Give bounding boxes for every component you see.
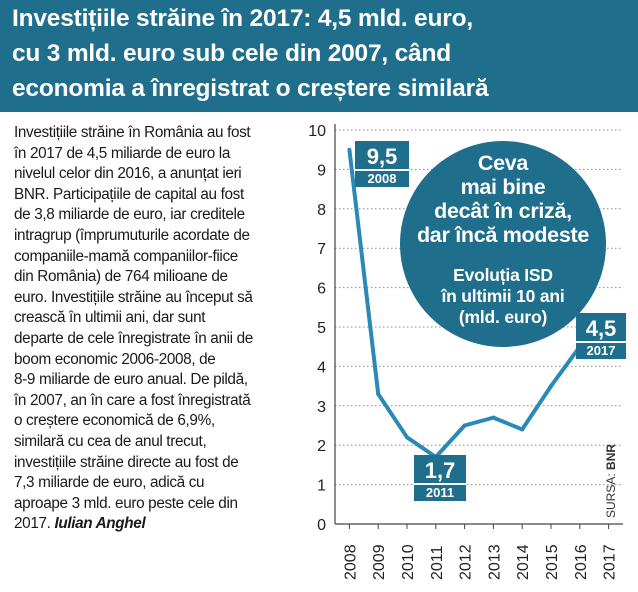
x-tick-label: 2011 [429,545,446,580]
x-tick-label: 2012 [458,544,475,580]
x-tick-label: 2017 [602,544,619,580]
callout-title-line: dar încă modeste [416,223,590,247]
annotation-2017: 4,5 2017 [576,313,626,359]
headline-line-1: Investițiile străine în 2017: 4,5 mld. e… [12,5,473,32]
headline-line-2: cu 3 mld. euro sub cele din 2007, când [12,40,451,67]
y-tick-label: 1 [317,478,326,495]
x-tick-label: 2015 [544,544,561,580]
x-axis-ticks: 2008 2009 2010 2011 2012 2013 2014 2015 2016 2017 [342,524,619,580]
article-line: departe de cele înregistrate în anii de [14,329,253,347]
x-tick-label: 2008 [342,544,359,580]
callout-subtitle: Evoluția ISD în ultimii 10 ani (mld. eur… [400,265,606,328]
y-tick-label: 9 [317,162,326,179]
article-line: euro. Investițiile străine au început să [14,288,253,306]
callout-title: Ceva mai bine decât în criză, dar încă m… [400,151,606,247]
y-tick-label: 8 [317,202,326,219]
data-point [347,147,352,152]
article-line: în 2017 de 4,5 miliarde de euro la [14,144,231,162]
article-line: intragrup (împrumuturile acordate de [14,226,250,244]
y-tick-label: 0 [317,517,326,534]
callout-circle: Ceva mai bine decât în criză, dar încă m… [400,141,606,347]
article-last-line: 2017. Iulian Anghel [14,514,304,535]
article-line: Investițiile străine în România au fost [14,124,251,141]
article-line: aproape 3 mld. euro peste cele din [14,494,238,512]
data-point [405,435,409,440]
article-line: 8-9 miliarde de euro anual. De pildă, [14,371,248,389]
source-credit: SURSA: BNR [604,444,620,518]
annotation-value: 1,7 [424,458,456,483]
callout-title-line: Ceva [477,151,529,175]
callout-title-line: decât în criză, [434,199,572,223]
annotation-2011: 1,7 2011 [414,455,466,501]
data-point [462,423,467,428]
data-point [520,427,525,432]
y-tick-label: 10 [308,123,326,140]
y-tick-label: 7 [317,241,326,258]
article-line: de 3,8 miliarde de euro, iar creditele [14,206,245,224]
source-value: BNR [604,443,618,470]
article-line: nivelul celor din 2016, a anunțat ieri [14,165,242,183]
article-last-text: 2017. [14,515,51,533]
x-tick-label: 2009 [371,544,388,580]
x-tick-label: 2014 [515,544,532,580]
author-name: Iulian Anghel [54,515,146,533]
y-tick-label: 3 [317,399,326,416]
data-point [376,391,381,396]
annotation-2008: 9,5 2008 [355,141,409,187]
headline-banner: Investițiile străine în 2017: 4,5 mld. e… [0,0,638,112]
y-axis-ticks: 0 1 2 3 4 5 6 7 8 9 10 [308,123,326,534]
annotation-value: 9,5 [366,144,398,169]
x-tick-label: 2010 [400,544,417,580]
article-line: din România) de 764 milioane de [14,268,228,286]
annotation-year: 2017 [576,341,626,359]
isd-series-line [347,149,609,460]
source-label: SURSA: [604,473,618,518]
article-line: crească în ultimii ani, dar sunt [14,309,206,327]
article-line: investițiile străine directe au fost de [14,453,239,471]
callout-subtitle-line: (mld. euro) [458,307,548,327]
y-tick-label: 2 [317,438,326,455]
x-tick-label: 2013 [486,544,503,580]
callout-title-line: mai bine [460,175,546,199]
annotation-value: 4,5 [585,316,617,341]
article-line: similară cu cea de anul trecut, [14,432,207,450]
annotation-year: 2008 [355,169,409,187]
y-tick-label: 6 [317,281,326,298]
article-line: boom economic 2006-2008, de [14,350,216,368]
y-tick-label: 5 [317,320,326,337]
callout-subtitle-line: Evoluția ISD [453,265,553,285]
data-point [491,415,496,420]
y-tick-label: 4 [317,359,326,376]
x-tick-label: 2016 [573,544,590,580]
article-line: 7,3 miliarde de euro, adică cu [14,474,205,492]
article-line: BNR. Participațiile de capital au fost [14,185,244,203]
annotation-year: 2011 [414,483,466,501]
article-body: Investițiile străine în România au fost … [14,123,304,535]
headline-line-3: economia a înregistrat o creștere simila… [12,75,489,102]
article-line: în 2007, an în care a fost înregistrată [14,391,251,409]
article-line: o creștere economică de 6,9%, [14,412,215,430]
isd-line-chart: 0 1 2 3 4 5 6 7 8 9 10 2008 2009 2010 2011 2012 2013 201… [308,123,623,580]
callout-subtitle-line: în ultimii 10 ani [441,286,565,306]
article-line: companiile-mamă companiilor-fiice [14,247,238,265]
data-point [549,384,553,389]
